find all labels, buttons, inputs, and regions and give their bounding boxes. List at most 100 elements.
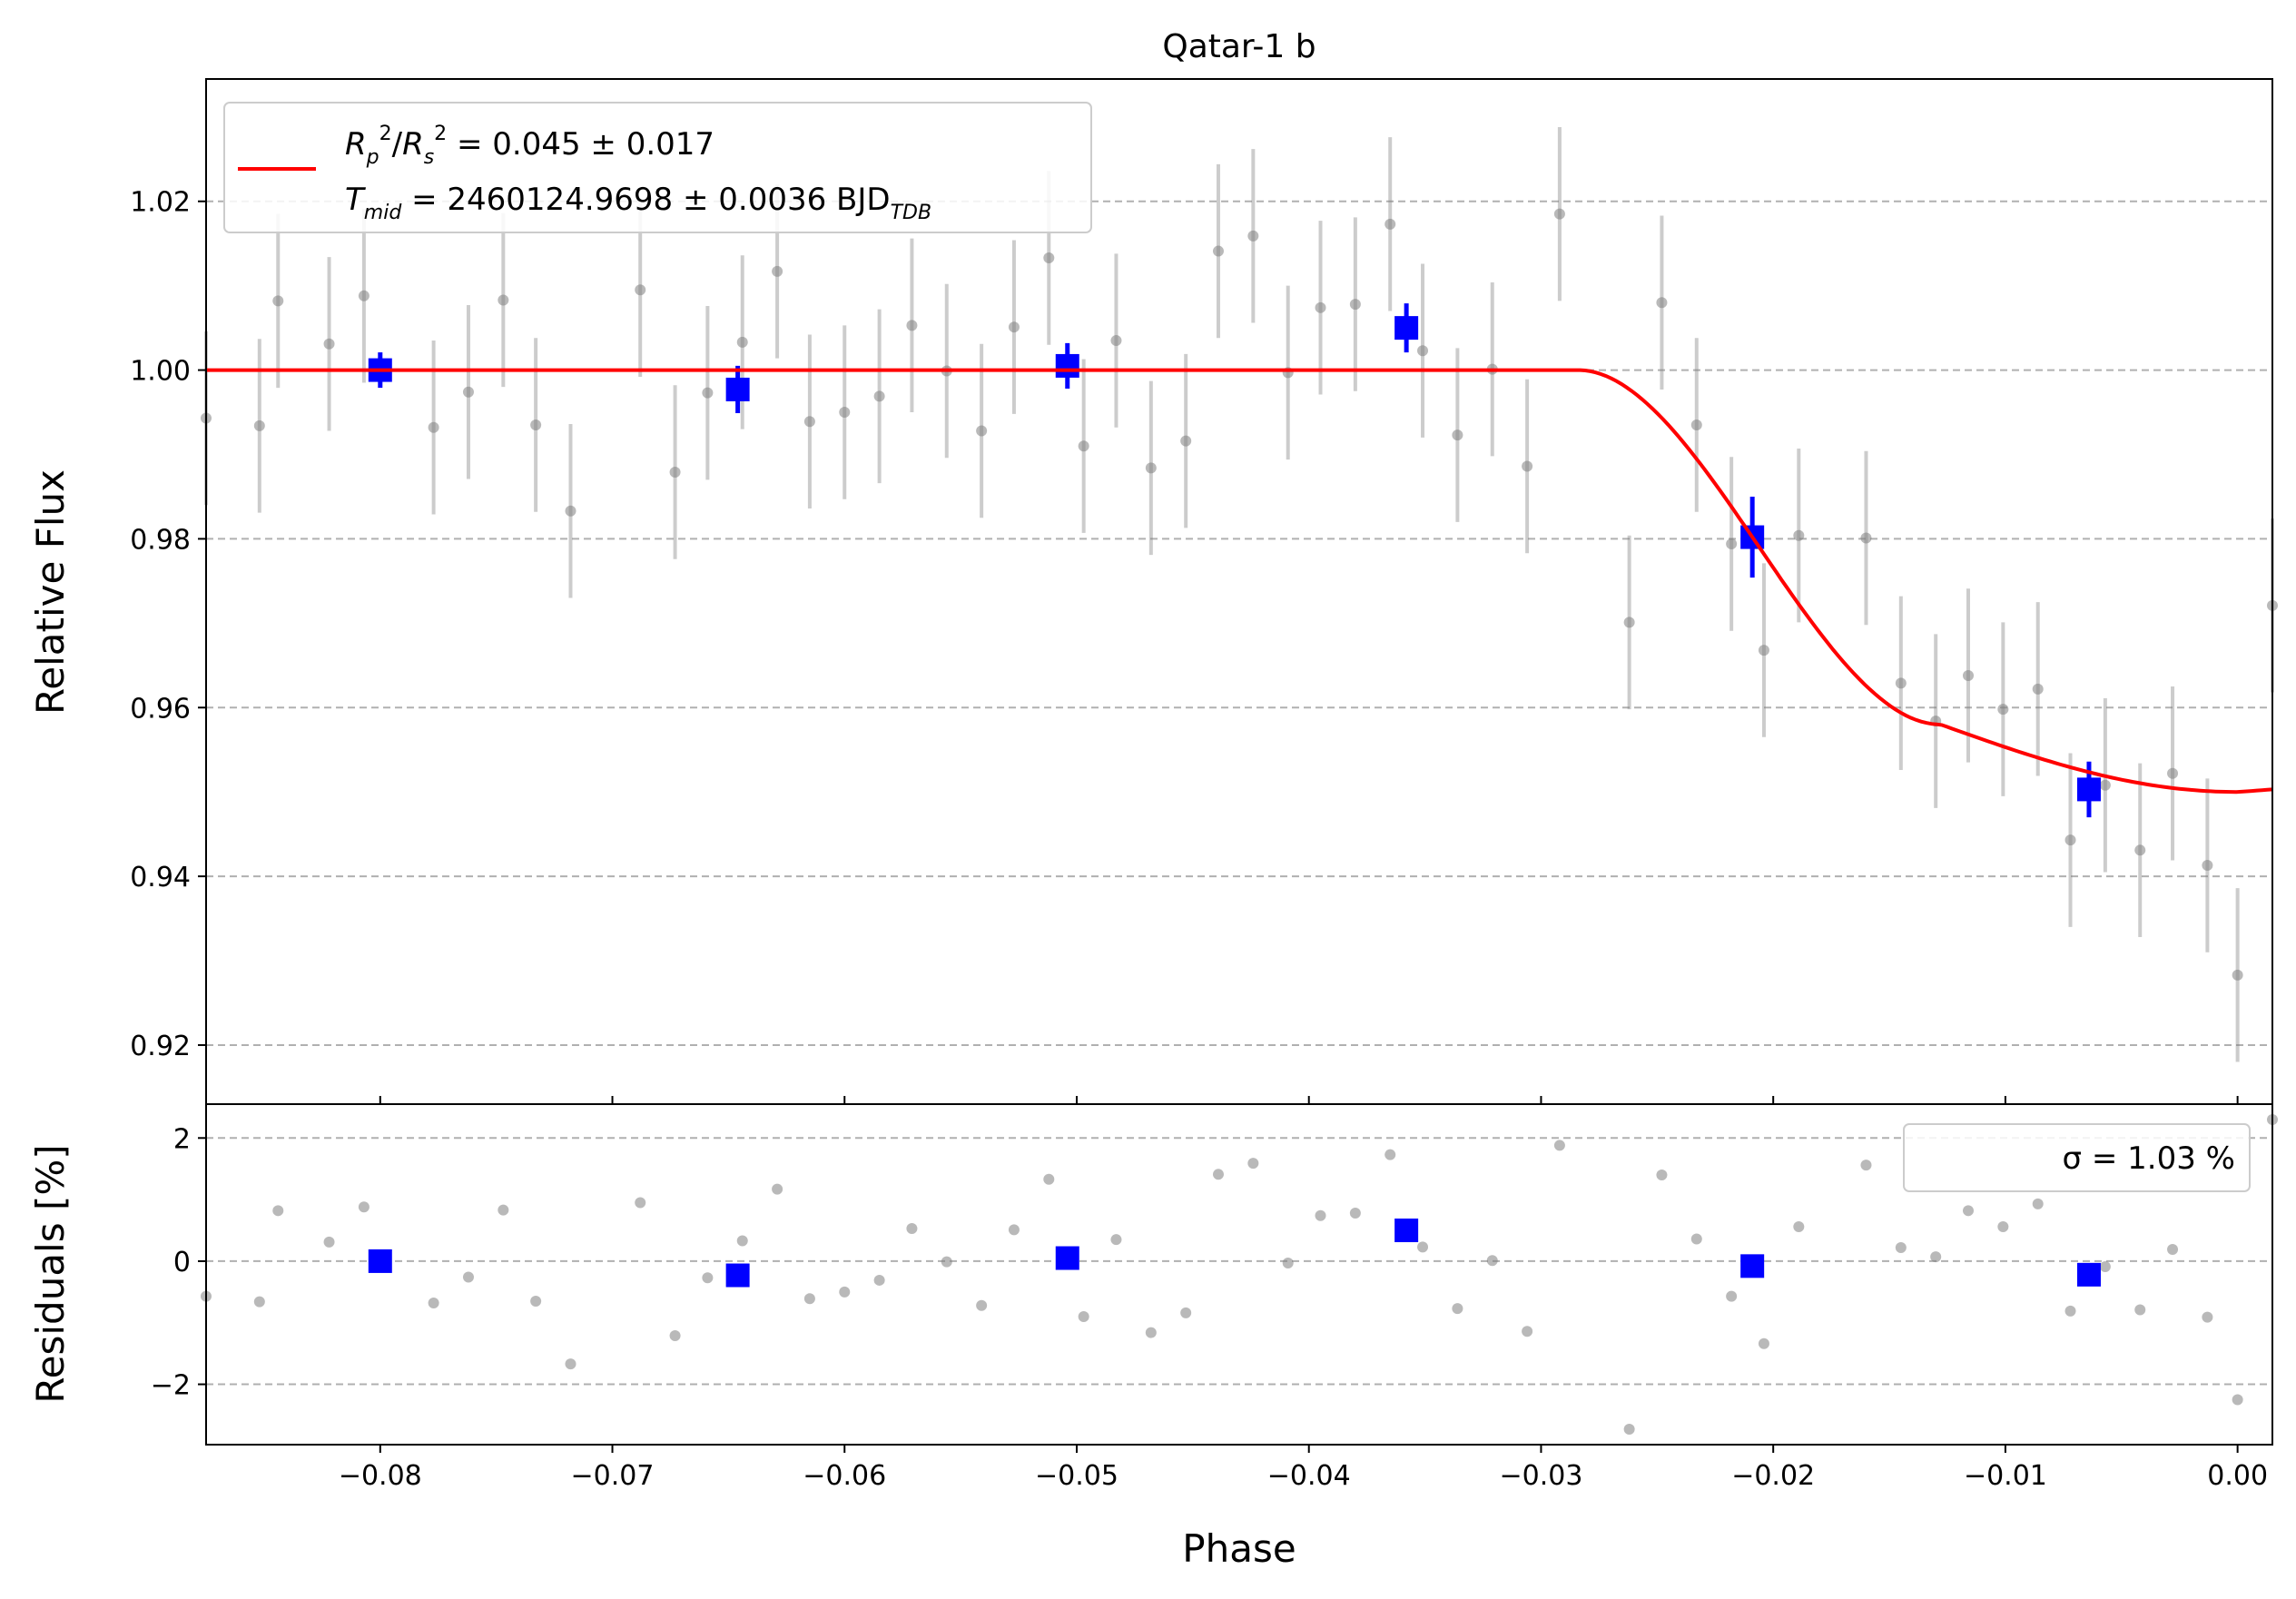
residual-raw-point: [1726, 1290, 1738, 1302]
x-tick-label: −0.01: [1964, 1460, 2047, 1492]
residual-raw-point: [1110, 1234, 1122, 1246]
residuals-y-ticks: −2 0 2: [151, 1123, 206, 1402]
residual-raw-point: [2202, 1311, 2213, 1323]
main-y-axis-label: Relative Flux: [28, 469, 73, 715]
main-y-tick-label: 1.02: [130, 187, 191, 219]
raw-data-point: [1043, 252, 1055, 263]
main-y-tick-label: 0.98: [130, 524, 191, 556]
residuals-legend-box: [1903, 1123, 2251, 1192]
residual-raw-point: [1656, 1169, 1668, 1180]
main-y-tick-label: 0.92: [130, 1031, 191, 1062]
raw-data-point: [1212, 245, 1224, 257]
residual-raw-point: [1315, 1209, 1326, 1221]
x-tick-label: −0.02: [1731, 1460, 1815, 1492]
raw-data-point: [1110, 335, 1122, 347]
residuals-y-tick-label: 0: [173, 1247, 191, 1278]
residuals-y-tick-label: 2: [173, 1123, 191, 1155]
residual-raw-point: [462, 1271, 474, 1283]
x-tick-label: −0.08: [339, 1460, 422, 1492]
main-panel: 0.92 0.94 0.96 0.98 1.00 1.02 Relative Flux R…: [28, 78, 2278, 1105]
residual-binned-point: [2076, 1262, 2101, 1287]
residual-raw-point: [2232, 1394, 2243, 1406]
raw-data-point: [1522, 460, 1533, 472]
raw-data-point: [530, 419, 542, 430]
residual-raw-point: [530, 1295, 542, 1307]
raw-data-point: [498, 294, 509, 306]
raw-data-point: [736, 336, 748, 348]
residuals-raw-points: [201, 1113, 2278, 1436]
residual-raw-point: [1553, 1140, 1565, 1151]
raw-data-point: [2099, 779, 2111, 791]
raw-data-point: [253, 419, 265, 431]
x-tick-label: −0.06: [803, 1460, 886, 1492]
main-legend-box: [223, 102, 1092, 233]
main-y-tick-label: 1.00: [130, 356, 191, 388]
residual-raw-point: [1008, 1224, 1020, 1236]
raw-data-point: [462, 386, 474, 398]
binned-data-point: [2076, 777, 2101, 802]
residual-raw-point: [1962, 1205, 1974, 1217]
raw-data-point: [2032, 683, 2044, 695]
residual-binned-point: [1740, 1254, 1765, 1278]
raw-data-point: [1997, 704, 2009, 716]
legend-tmid-sub: mid: [364, 202, 403, 224]
residuals-gridlines: [206, 1137, 2272, 1386]
residual-raw-point: [803, 1293, 815, 1305]
raw-data-point: [1623, 617, 1635, 628]
binned-data-point: [725, 377, 750, 401]
residual-raw-point: [2032, 1198, 2044, 1209]
residual-raw-point: [498, 1204, 509, 1216]
residual-raw-point: [906, 1222, 918, 1234]
raw-data-point: [1726, 538, 1738, 549]
raw-data-point: [873, 390, 885, 402]
residual-raw-point: [1212, 1169, 1224, 1180]
residual-raw-point: [565, 1358, 576, 1370]
residual-raw-point: [253, 1296, 265, 1308]
residual-raw-point: [1522, 1326, 1533, 1337]
raw-data-point: [1078, 440, 1089, 452]
raw-data-point: [906, 320, 918, 331]
residual-raw-point: [1247, 1158, 1259, 1170]
residual-raw-point: [1860, 1160, 1872, 1171]
residual-raw-point: [1180, 1307, 1192, 1318]
residual-raw-point: [1417, 1241, 1429, 1253]
raw-data-point: [1349, 299, 1361, 311]
raw-data-point: [1962, 669, 1974, 681]
residual-raw-point: [702, 1272, 714, 1284]
residuals-plot-frame: [205, 1103, 2273, 1446]
residual-raw-point: [2064, 1305, 2076, 1317]
raw-data-point: [272, 295, 284, 307]
x-axis-label: Phase: [1182, 1526, 1296, 1571]
residual-raw-point: [428, 1298, 439, 1309]
main-plot-area: [206, 79, 2272, 1104]
legend-tmid-entry: Tmid = 2460124.9698 ± 0.0036 BJDTDB: [345, 182, 931, 224]
raw-data-point: [2064, 834, 2076, 846]
residual-binned-point: [368, 1249, 392, 1273]
residuals-legend: σ = 1.03 %: [1903, 1123, 2251, 1192]
main-legend: Rp2/Rs2 = 0.045 ± 0.017 Tmid = 2460124.9…: [223, 102, 1092, 233]
residuals-y-axis-label: Residuals [%]: [28, 1144, 73, 1403]
raw-data-point: [1758, 645, 1769, 656]
residual-raw-point: [669, 1329, 681, 1341]
residual-binned-point: [1394, 1219, 1419, 1243]
residual-binned-point: [1055, 1246, 1079, 1270]
raw-data-point: [2167, 767, 2179, 779]
raw-data-point: [565, 505, 576, 517]
raw-data-point: [976, 425, 988, 437]
x-tick-label: −0.07: [571, 1460, 655, 1492]
main-y-tick-label: 0.94: [130, 862, 191, 893]
residual-raw-point: [272, 1205, 284, 1217]
residual-raw-point: [1758, 1337, 1769, 1349]
residual-raw-point: [873, 1274, 885, 1286]
residual-raw-point: [358, 1201, 370, 1213]
raw-data-point: [1452, 429, 1463, 441]
raw-data-point: [1180, 435, 1192, 447]
residual-raw-point: [736, 1235, 748, 1247]
legend-rp-rs-entry: Rp2/Rs2 = 0.045 ± 0.017: [345, 123, 714, 169]
raw-data-point: [323, 338, 335, 350]
residual-raw-point: [1043, 1173, 1055, 1185]
raw-data-point: [2202, 860, 2213, 872]
legend-rp-rs-value: = 0.045 ± 0.017: [447, 126, 714, 163]
raw-data-point: [1895, 677, 1907, 689]
